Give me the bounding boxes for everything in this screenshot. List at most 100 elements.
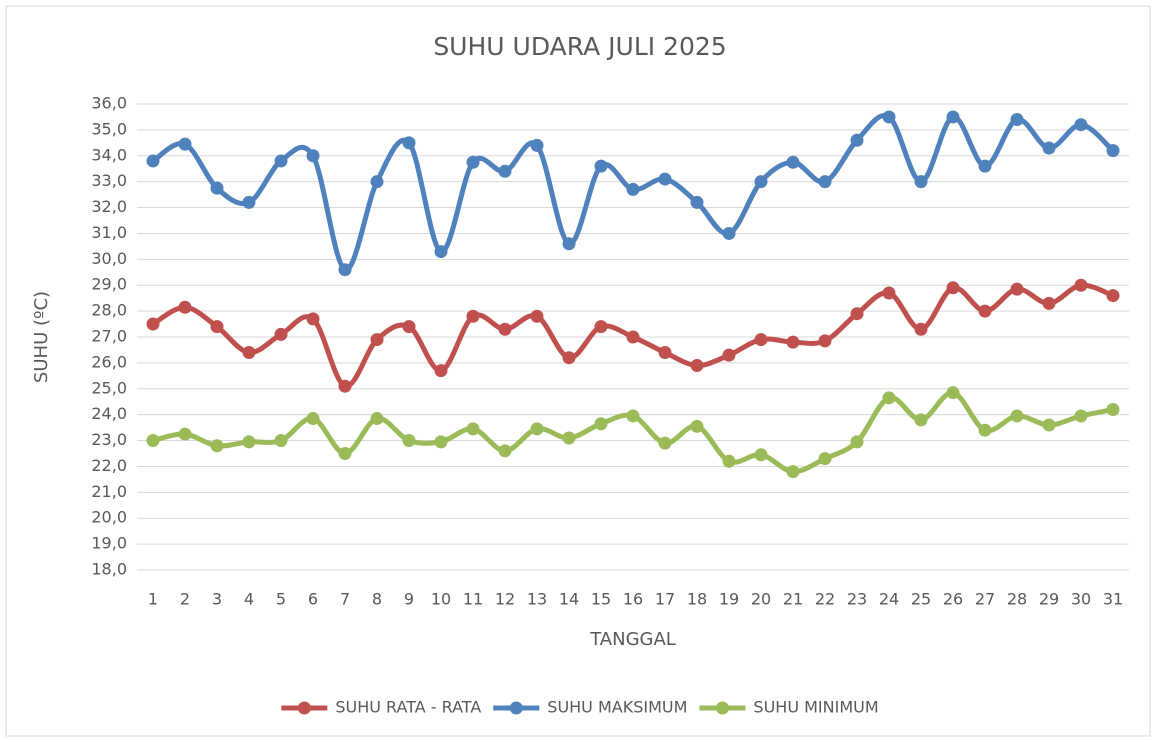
- data-point: [242, 346, 256, 360]
- data-point: [498, 322, 512, 336]
- y-tick-label: 30,0: [91, 249, 127, 268]
- legend-label: SUHU MINIMUM: [753, 698, 878, 717]
- data-point: [338, 379, 352, 393]
- data-point: [242, 195, 256, 209]
- data-point: [1106, 289, 1120, 303]
- x-tick-label: 29: [1039, 590, 1059, 609]
- data-point: [754, 333, 768, 347]
- data-point: [402, 136, 416, 150]
- data-point: [402, 434, 416, 448]
- data-point: [1106, 402, 1120, 416]
- data-point: [658, 436, 672, 450]
- data-point: [178, 427, 192, 441]
- data-point: [306, 149, 320, 163]
- data-point: [754, 448, 768, 462]
- y-tick-label: 22,0: [91, 456, 127, 475]
- data-point: [722, 226, 736, 240]
- legend-label: SUHU RATA - RATA: [335, 698, 481, 717]
- x-tick-label: 15: [591, 590, 611, 609]
- y-tick-label: 18,0: [91, 560, 127, 579]
- data-point: [786, 335, 800, 349]
- x-tick-label: 24: [879, 590, 899, 609]
- data-point: [914, 175, 928, 189]
- data-point: [946, 281, 960, 295]
- data-point: [530, 422, 544, 436]
- x-tick-label: 16: [623, 590, 643, 609]
- data-point: [146, 434, 160, 448]
- data-point: [562, 237, 576, 251]
- y-tick-label: 36,0: [91, 94, 127, 113]
- data-point: [1010, 409, 1024, 423]
- x-tick-label: 18: [687, 590, 707, 609]
- data-point: [530, 138, 544, 152]
- data-point: [402, 320, 416, 334]
- x-tick-label: 20: [751, 590, 771, 609]
- data-point: [978, 423, 992, 437]
- legend: SUHU RATA - RATA SUHU MAKSIMUM SUHU MINIMU…: [281, 698, 879, 717]
- data-point: [946, 110, 960, 124]
- data-point: [466, 422, 480, 436]
- data-point: [626, 409, 640, 423]
- data-point: [146, 154, 160, 168]
- x-tick-label: 1: [148, 590, 158, 609]
- data-point: [1010, 113, 1024, 127]
- data-point: [850, 133, 864, 147]
- x-tick-label: 21: [783, 590, 803, 609]
- data-point: [1042, 418, 1056, 432]
- data-point: [210, 439, 224, 453]
- data-point: [850, 307, 864, 321]
- data-point: [370, 412, 384, 426]
- data-point: [594, 320, 608, 334]
- data-point: [690, 419, 704, 433]
- x-tick-label: 10: [431, 590, 451, 609]
- x-tick-label: 6: [308, 590, 318, 609]
- y-tick-label: 26,0: [91, 352, 127, 371]
- x-tick-label: 19: [719, 590, 739, 609]
- data-point: [658, 346, 672, 360]
- data-point: [498, 164, 512, 178]
- data-point: [274, 327, 288, 341]
- x-tick-label: 12: [495, 590, 515, 609]
- data-point: [178, 300, 192, 314]
- data-point: [818, 452, 832, 466]
- x-tick-label: 8: [372, 590, 382, 609]
- y-tick-label: 32,0: [91, 197, 127, 216]
- data-point: [370, 333, 384, 347]
- x-tick-label: 5: [276, 590, 286, 609]
- data-point: [434, 435, 448, 449]
- chart-border: [5, 5, 1151, 737]
- legend-marker: [715, 701, 729, 715]
- data-point: [1010, 282, 1024, 296]
- data-point: [306, 312, 320, 326]
- data-point: [338, 263, 352, 277]
- x-tick-label: 3: [212, 590, 222, 609]
- data-point: [338, 447, 352, 460]
- y-tick-label: 21,0: [91, 482, 127, 501]
- data-point: [466, 309, 480, 323]
- x-tick-label: 23: [847, 590, 867, 609]
- data-point: [882, 110, 896, 124]
- data-point: [562, 351, 576, 365]
- data-point: [914, 322, 928, 336]
- data-point: [1106, 144, 1120, 158]
- y-tick-label: 23,0: [91, 430, 127, 449]
- data-point: [1074, 118, 1088, 132]
- x-tick-label: 27: [975, 590, 995, 609]
- y-tick-label: 31,0: [91, 223, 127, 242]
- data-point: [978, 304, 992, 318]
- data-point: [594, 159, 608, 173]
- data-point: [146, 317, 160, 331]
- x-tick-label: 30: [1071, 590, 1091, 609]
- data-point: [882, 391, 896, 405]
- data-point: [914, 413, 928, 427]
- data-point: [1074, 278, 1088, 292]
- data-point: [594, 417, 608, 431]
- x-tick-label: 31: [1103, 590, 1123, 609]
- data-point: [178, 137, 192, 151]
- y-tick-label: 20,0: [91, 508, 127, 527]
- data-point: [1042, 296, 1056, 310]
- x-tick-label: 13: [527, 590, 547, 609]
- data-point: [562, 431, 576, 445]
- data-point: [466, 155, 480, 169]
